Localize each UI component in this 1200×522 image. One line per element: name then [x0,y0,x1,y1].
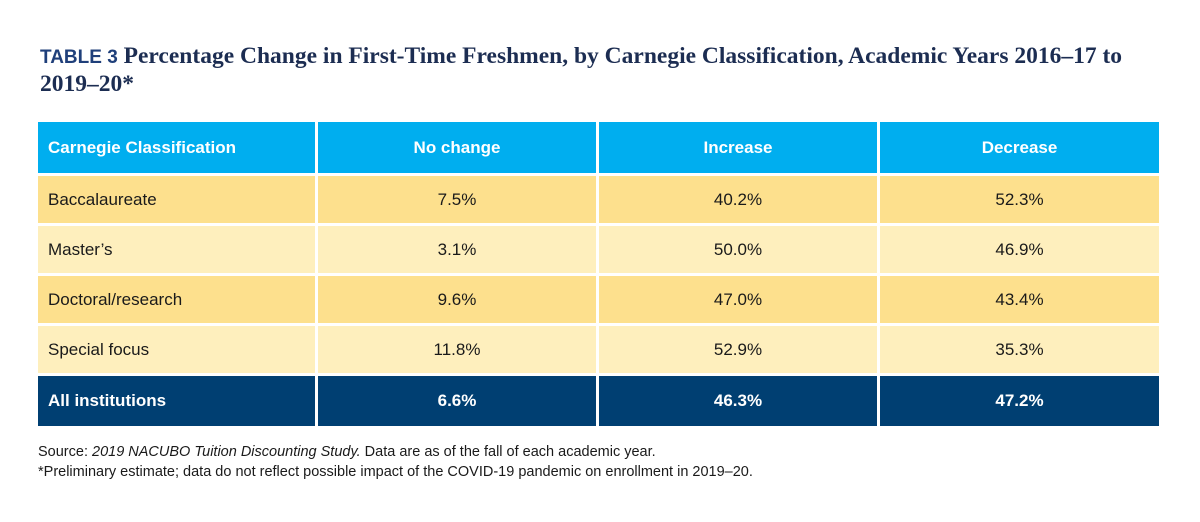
increase-cell: 50.0% [599,226,877,273]
total-no-change-cell: 6.6% [318,376,596,426]
total-increase-cell: 46.3% [599,376,877,426]
source-prefix: Source: [38,444,92,460]
footnote: *Preliminary estimate; data do not refle… [38,464,753,480]
row-label: Master’s [38,226,315,273]
table-title: TABLE 3 Percentage Change in First-Time … [40,43,1160,98]
table-row: Baccalaureate 7.5% 40.2% 52.3% [38,176,1159,223]
decrease-cell: 52.3% [880,176,1159,223]
source-suffix: Data are as of the fall of each academic… [360,444,656,460]
data-table: Carnegie Classification No change Increa… [38,122,1159,429]
decrease-cell: 46.9% [880,226,1159,273]
decrease-cell: 35.3% [880,326,1159,373]
no-change-cell: 7.5% [318,176,596,223]
decrease-cell: 43.4% [880,276,1159,323]
header-increase: Increase [599,122,877,173]
table-number-label: TABLE 3 [40,47,118,68]
table-header-row: Carnegie Classification No change Increa… [38,122,1159,173]
row-label: Doctoral/research [38,276,315,323]
total-label: All institutions [38,376,315,426]
total-decrease-cell: 47.2% [880,376,1159,426]
source-note: Source: 2019 NACUBO Tuition Discounting … [38,442,753,462]
table-row: Special focus 11.8% 52.9% 35.3% [38,326,1159,373]
source-title: 2019 NACUBO Tuition Discounting Study. [92,444,361,460]
table-total-row: All institutions 6.6% 46.3% 47.2% [38,376,1159,426]
row-label: Special focus [38,326,315,373]
increase-cell: 47.0% [599,276,877,323]
no-change-cell: 9.6% [318,276,596,323]
increase-cell: 52.9% [599,326,877,373]
header-decrease: Decrease [880,122,1159,173]
table-row: Master’s 3.1% 50.0% 46.9% [38,226,1159,273]
no-change-cell: 3.1% [318,226,596,273]
row-label: Baccalaureate [38,176,315,223]
increase-cell: 40.2% [599,176,877,223]
table-notes: Source: 2019 NACUBO Tuition Discounting … [38,442,753,482]
table-row: Doctoral/research 9.6% 47.0% 43.4% [38,276,1159,323]
header-no-change: No change [318,122,596,173]
table-title-text: Percentage Change in First-Time Freshmen… [40,43,1123,97]
no-change-cell: 11.8% [318,326,596,373]
header-carnegie-classification: Carnegie Classification [38,122,315,173]
